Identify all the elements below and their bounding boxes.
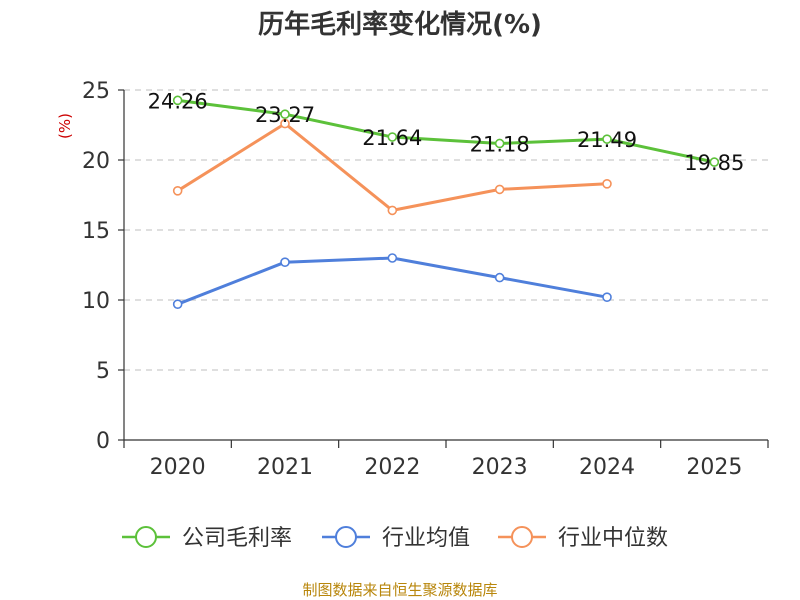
data-labels: 24.26 23.27 21.64 21.18 21.49 19.85 [148, 89, 745, 175]
legend-label: 公司毛利率 [182, 526, 292, 551]
x-tick-label: 2024 [579, 455, 635, 480]
legend-label: 行业均值 [382, 526, 470, 551]
grid-lines [124, 89, 768, 371]
y-tick-label: 25 [82, 79, 110, 104]
data-point [280, 118, 290, 129]
x-tick-label: 2022 [364, 455, 420, 480]
data-point [280, 109, 290, 120]
y-tick-label: 20 [82, 149, 110, 174]
y-tick-label: 5 [96, 359, 110, 384]
legend-marker [511, 526, 533, 548]
data-point [494, 184, 505, 195]
data-label: 21.64 [362, 126, 422, 150]
data-point [494, 272, 505, 283]
y-axis-label: (%) [56, 113, 74, 139]
y-tick-label: 0 [96, 429, 110, 454]
legend-marker [335, 526, 357, 548]
y-tick-label: 15 [82, 219, 110, 244]
chart-title: 历年毛利率变化情况(%) [258, 9, 542, 40]
x-tick-label: 2021 [257, 455, 313, 480]
data-point [602, 179, 612, 189]
data-point [494, 138, 505, 149]
series-line [177, 98, 715, 164]
series-lines [172, 95, 720, 310]
data-label: 23.27 [255, 103, 315, 127]
source-note: 制图数据来自恒生聚源数据库 [302, 581, 497, 599]
x-tick-label: 2025 [686, 455, 742, 480]
x-tick-label: 2020 [150, 455, 206, 480]
data-point [709, 157, 720, 167]
data-point [387, 253, 398, 263]
data-point [280, 257, 290, 268]
x-tick-label: 2023 [472, 455, 528, 480]
legend-label: 行业中位数 [558, 526, 668, 551]
data-point [172, 95, 183, 106]
axes [118, 89, 769, 448]
y-tick-labels: 0 5 10 15 20 25 [82, 79, 110, 454]
data-point [172, 186, 183, 196]
data-label: 21.18 [470, 132, 530, 156]
data-point [602, 292, 612, 303]
data-label: 19.85 [684, 151, 744, 175]
data-label: 21.49 [577, 128, 637, 152]
data-point [172, 299, 183, 310]
y-tick-label: 10 [82, 289, 110, 314]
data-label: 24.26 [148, 89, 208, 113]
x-tick-labels: 2020 2021 2022 2023 2024 2025 [150, 455, 743, 480]
legend-marker [135, 526, 157, 548]
data-point [387, 132, 398, 142]
series-line [177, 256, 608, 306]
data-point [602, 134, 612, 144]
data-point [387, 205, 398, 216]
legend: 公司毛利率 行业均值 行业中位数 [122, 526, 668, 551]
